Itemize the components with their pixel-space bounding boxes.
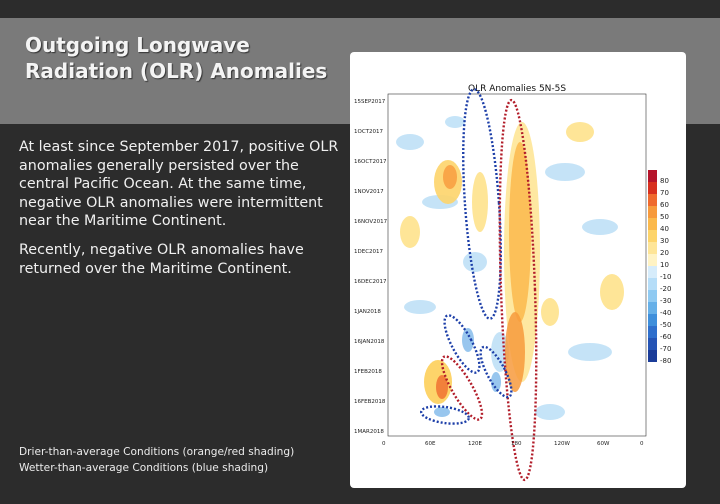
paragraph-positive-anomalies: At least since September 2017, positive …	[19, 139, 339, 230]
colorbar-tick-label: -20	[660, 285, 672, 293]
colorbar	[648, 170, 657, 362]
body-text: At least since September 2017, positive …	[19, 138, 341, 288]
y-tick-label: 16NOV2017	[354, 219, 388, 225]
legend-drier: Drier-than-average Conditions (orange/re…	[19, 446, 295, 458]
colorbar-swatch	[648, 338, 657, 350]
colorbar-tick-label: -10	[660, 273, 672, 281]
colorbar-swatch	[648, 170, 657, 182]
colorbar-tick-label: 50	[660, 213, 669, 221]
x-tick-label: 120W	[554, 441, 570, 447]
hovmoller-plot	[387, 88, 657, 482]
y-tick-label: 1NOV2017	[354, 189, 384, 195]
x-tick-label: 180	[511, 441, 522, 447]
colorbar-tick-label: 70	[660, 189, 669, 197]
colorbar-tick-label: -70	[660, 345, 672, 353]
hovmoller-figure: OLR Anomalies 5N-5S	[350, 52, 686, 488]
colorbar-tick-label: 20	[660, 249, 669, 257]
colorbar-tick-label: 40	[660, 225, 669, 233]
y-tick-label: 1FEB2018	[354, 369, 382, 375]
paragraph-negative-anomalies: Recently, negative OLR anomalies have re…	[19, 241, 304, 277]
y-tick-label: 16FEB2018	[354, 399, 386, 405]
colorbar-swatch	[648, 302, 657, 314]
y-tick-label: 1DEC2017	[354, 249, 384, 255]
colorbar-swatch	[648, 194, 657, 206]
highlight-ellipses	[420, 88, 538, 482]
colorbar-swatch	[648, 254, 657, 266]
colorbar-tick-label: -50	[660, 321, 672, 329]
legend-wetter: Wetter-than-average Conditions (blue sha…	[19, 462, 269, 474]
colorbar-swatch	[648, 230, 657, 242]
colorbar-tick-label: 60	[660, 201, 669, 209]
y-tick-label: 1JAN2018	[354, 309, 381, 315]
colorbar-tick-label: -40	[660, 309, 672, 317]
colorbar-swatch	[648, 326, 657, 338]
colorbar-tick-label: 80	[660, 177, 669, 185]
x-tick-label: 0	[640, 441, 644, 447]
figure-title: OLR Anomalies 5N-5S	[468, 84, 567, 94]
y-tick-label: 16JAN2018	[354, 339, 385, 345]
y-tick-label: 1MAR2018	[354, 429, 384, 435]
colorbar-swatch	[648, 206, 657, 218]
slide-title: Outgoing Longwave Radiation (OLR) Anomal…	[25, 33, 328, 83]
x-tick-label: 60E	[425, 441, 436, 447]
colorbar-swatch	[648, 182, 657, 194]
colorbar-swatch	[648, 350, 657, 362]
colorbar-tick-label: -60	[660, 333, 672, 341]
colorbar-swatch	[648, 314, 657, 326]
colorbar-tick-label: 30	[660, 237, 669, 245]
x-tick-label: 120E	[468, 441, 482, 447]
colorbar-swatch	[648, 218, 657, 230]
y-tick-label: 16DEC2017	[354, 279, 387, 285]
x-tick-label: 60W	[597, 441, 610, 447]
colorbar-swatch	[648, 278, 657, 290]
colorbar-swatch	[648, 242, 657, 254]
colorbar-tick-label: -30	[660, 297, 672, 305]
colorbar-tick-label: 10	[660, 261, 669, 269]
colorbar-swatch	[648, 266, 657, 278]
x-tick-label: 0	[382, 441, 386, 447]
y-tick-label: 15SEP2017	[354, 99, 386, 105]
y-tick-label: 1OCT2017	[354, 129, 384, 135]
y-tick-label: 16OCT2017	[354, 159, 387, 165]
colorbar-tick-label: -80	[660, 357, 672, 365]
shading-legend: Drier-than-average Conditions (orange/re…	[19, 444, 339, 476]
positive-anomaly-shading	[400, 122, 624, 404]
colorbar-swatch	[648, 290, 657, 302]
